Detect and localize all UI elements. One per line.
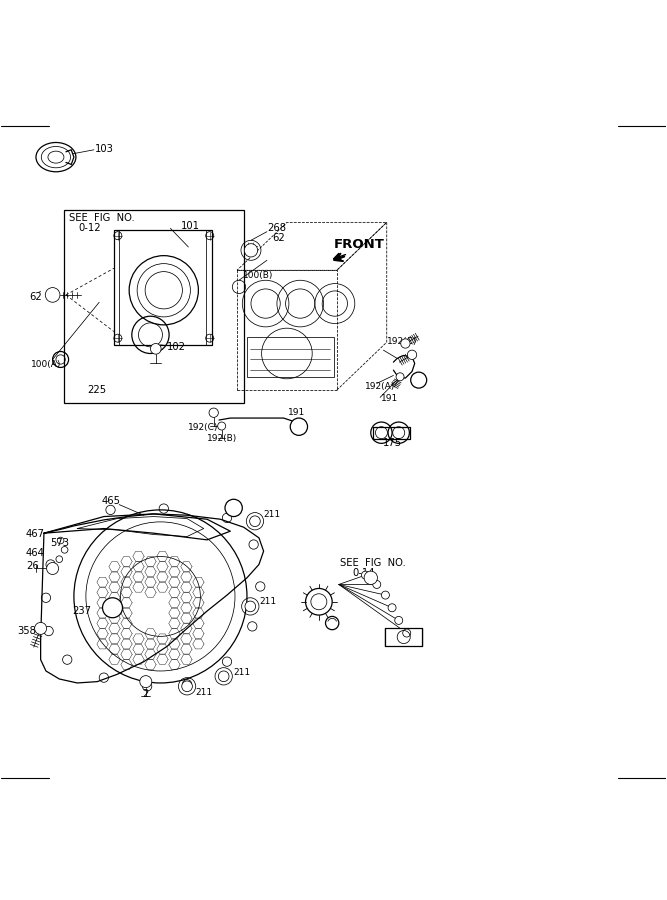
Circle shape	[362, 572, 370, 579]
Text: 26: 26	[26, 561, 39, 571]
Text: 62: 62	[29, 292, 42, 302]
Text: B: B	[231, 503, 237, 512]
Text: 225: 225	[87, 385, 106, 395]
Text: SEE  FIG  NO.: SEE FIG NO.	[340, 558, 406, 568]
Circle shape	[140, 676, 152, 688]
Bar	[247, 337, 334, 377]
Text: 62: 62	[272, 233, 285, 243]
Text: 0-14: 0-14	[352, 568, 375, 578]
Text: 191: 191	[382, 394, 399, 403]
Circle shape	[245, 601, 255, 612]
Text: 191: 191	[288, 408, 305, 417]
Text: B: B	[416, 375, 422, 384]
Circle shape	[217, 422, 225, 430]
Circle shape	[364, 572, 378, 584]
Text: 100(A): 100(A)	[31, 360, 61, 369]
Circle shape	[45, 288, 60, 302]
Circle shape	[403, 629, 411, 637]
Text: 268: 268	[267, 223, 286, 233]
Bar	[386, 627, 422, 646]
Circle shape	[411, 372, 427, 388]
Circle shape	[218, 671, 229, 681]
Circle shape	[373, 580, 381, 589]
Text: 103: 103	[95, 144, 114, 154]
Circle shape	[181, 681, 192, 691]
Circle shape	[35, 623, 47, 634]
Text: 101: 101	[180, 221, 199, 231]
Circle shape	[47, 562, 59, 574]
Text: A: A	[109, 603, 115, 612]
Text: 358: 358	[17, 626, 36, 636]
Text: 192(C): 192(C)	[387, 337, 417, 346]
Text: 465: 465	[102, 496, 121, 507]
Circle shape	[225, 500, 242, 517]
Circle shape	[401, 338, 410, 348]
Text: 192(A): 192(A)	[365, 382, 395, 391]
Text: 237: 237	[73, 606, 91, 616]
Text: 464: 464	[26, 547, 45, 557]
Circle shape	[395, 616, 403, 625]
Text: 100(B): 100(B)	[243, 271, 273, 280]
Circle shape	[151, 344, 161, 355]
Text: 192(C): 192(C)	[188, 423, 219, 432]
Circle shape	[290, 418, 307, 436]
Text: FRONT: FRONT	[334, 238, 384, 251]
Circle shape	[103, 598, 123, 617]
Text: 211: 211	[195, 688, 213, 698]
Circle shape	[244, 244, 257, 257]
Circle shape	[382, 591, 390, 599]
Circle shape	[396, 373, 404, 381]
Text: 0-12: 0-12	[79, 223, 101, 233]
Circle shape	[249, 516, 260, 526]
Text: 467: 467	[26, 529, 45, 539]
Text: 175: 175	[382, 438, 402, 448]
Text: 192(B): 192(B)	[207, 434, 237, 443]
Circle shape	[408, 350, 417, 359]
Bar	[114, 230, 212, 345]
Text: 2: 2	[143, 689, 149, 699]
Text: SEE  FIG  NO.: SEE FIG NO.	[69, 213, 134, 223]
Text: A: A	[296, 422, 302, 431]
Circle shape	[209, 408, 218, 418]
Circle shape	[388, 604, 396, 612]
Text: 211: 211	[233, 669, 251, 678]
Text: 211: 211	[259, 598, 276, 607]
Text: 102: 102	[167, 342, 186, 352]
Text: 211: 211	[263, 510, 281, 519]
Bar	[64, 211, 243, 403]
Text: 573: 573	[51, 538, 69, 548]
